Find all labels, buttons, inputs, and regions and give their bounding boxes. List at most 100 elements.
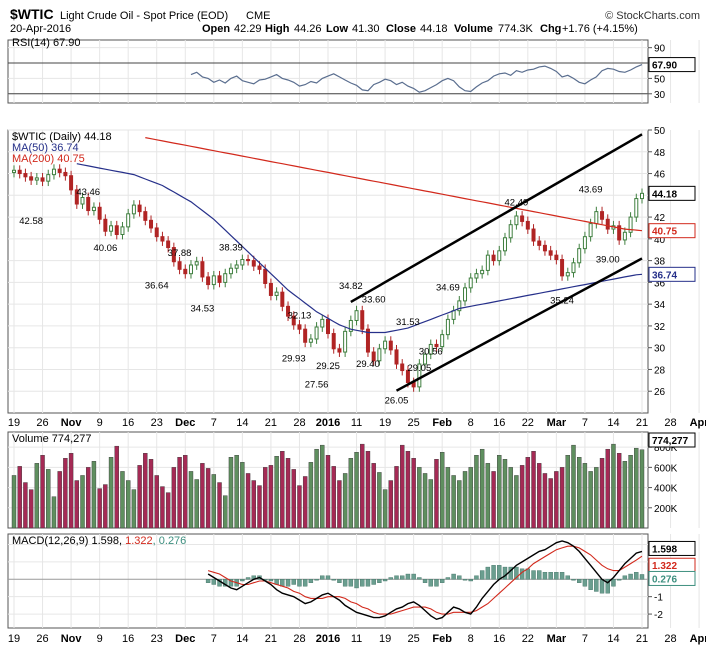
macd-histogram-bar [400,575,405,580]
price-candle [622,231,627,241]
price-candle [520,215,525,222]
volume-bar [582,463,588,529]
macd-xtick-label: 22 [522,633,534,645]
volume-bar [188,471,194,529]
macd-histogram-bar [491,565,496,580]
price-candle [200,261,205,278]
svg-text:41.30: 41.30 [352,23,380,35]
volume-bar [497,455,502,529]
volume-bar [411,458,416,529]
price-annotation: 27.56 [305,379,329,390]
volume-bar [439,452,445,529]
price-candle [246,259,251,262]
price-xtick-label: 21 [636,417,648,429]
volume-bar [46,469,51,529]
price-candle [394,349,399,365]
price-xtick-label: 23 [151,417,163,429]
price-candle [103,218,108,232]
volume-bar [91,461,97,529]
price-candle [548,250,553,256]
price-candle [69,175,74,191]
macd-histogram-bar [577,579,582,583]
price-candle [154,227,159,238]
volume-bar [120,471,125,529]
price-candle [303,328,308,343]
volume-bar [74,480,80,529]
vol-ytick-label: 200K [654,504,678,515]
macd-histogram-bar [314,579,319,581]
volume-bar [622,461,628,529]
volume-bar [445,467,451,529]
price-xtick-label: Feb [432,417,452,429]
price-candle [565,272,570,277]
volume-bar [302,476,308,529]
macd-histogram-bar [548,572,553,580]
volume-bar [377,472,382,529]
macd-xtick-label: 26 [36,633,48,645]
macd-histogram-bar [411,573,416,580]
macd-histogram-bar [302,579,308,587]
price-annotation: 29.05 [407,363,431,374]
macd-xtick-label: 25 [408,633,420,645]
volume-bar [559,467,565,529]
price-annotation: 29.93 [282,353,306,364]
price-annotation: 35.24 [550,296,574,307]
volume-bar [405,451,411,529]
price-candle [29,176,34,181]
price-candle [571,262,576,274]
price-candle [531,228,536,242]
price-candle [502,237,507,252]
volume-bar [508,467,513,529]
macd-xtick-label: 21 [636,633,648,645]
macd-histogram-bar [439,579,445,583]
price-candle [280,291,285,307]
price-candle [166,240,171,249]
price-ytick-label: 40 [654,235,666,246]
price-xtick-label: 14 [607,417,619,429]
price-candle [188,264,193,275]
svg-text:44.26: 44.26 [294,23,322,35]
macd-histogram-bar [348,579,354,587]
macd-histogram-bar [365,579,371,587]
volume-bar [400,444,405,529]
volume-bar [320,444,325,529]
macd-histogram-bar [337,579,342,583]
macd-histogram-bar [605,579,610,594]
macd-histogram-bar [474,575,479,580]
price-annotation: 43.69 [579,185,603,196]
price-candle [440,334,445,348]
volume-bar [251,480,256,529]
macd-xtick-label: 9 [97,633,103,645]
price-candle [228,267,233,275]
volume-bar [194,479,199,529]
macd-xtick-label: Dec [175,633,195,645]
price-candle [23,173,28,178]
volume-bar [11,475,17,529]
volume-bar [605,448,610,529]
price-candle [80,196,85,205]
svg-text:High: High [265,23,290,35]
macd-xtick-label: 14 [607,633,619,645]
price-candle [131,204,136,215]
macd-xtick-label: 19 [379,633,391,645]
symbol-name: Light Crude Oil - Spot Price (EOD) [60,10,228,22]
price-candle [508,224,513,239]
volume-bar [331,466,336,529]
volume-bar [148,459,154,529]
volume-bar [519,465,525,529]
price-annotation: 34.82 [339,281,363,292]
volume-bar [531,451,536,529]
svg-text:Volume: Volume [454,23,493,35]
macd-histogram-bar [497,565,502,580]
macd-histogram-bar [457,575,462,580]
price-xtick-label: 8 [468,417,474,429]
volume-bar [154,475,159,529]
price-candle [485,254,490,271]
macd-histogram-bar [445,577,451,580]
macd-last-value: 1.598 [652,544,677,555]
volume-bar [297,485,302,529]
macd-xtick-label: 23 [151,633,163,645]
volume-bar [23,482,28,529]
macd-legend-signal: 1.322 [125,535,153,547]
volume-bar [525,457,531,529]
